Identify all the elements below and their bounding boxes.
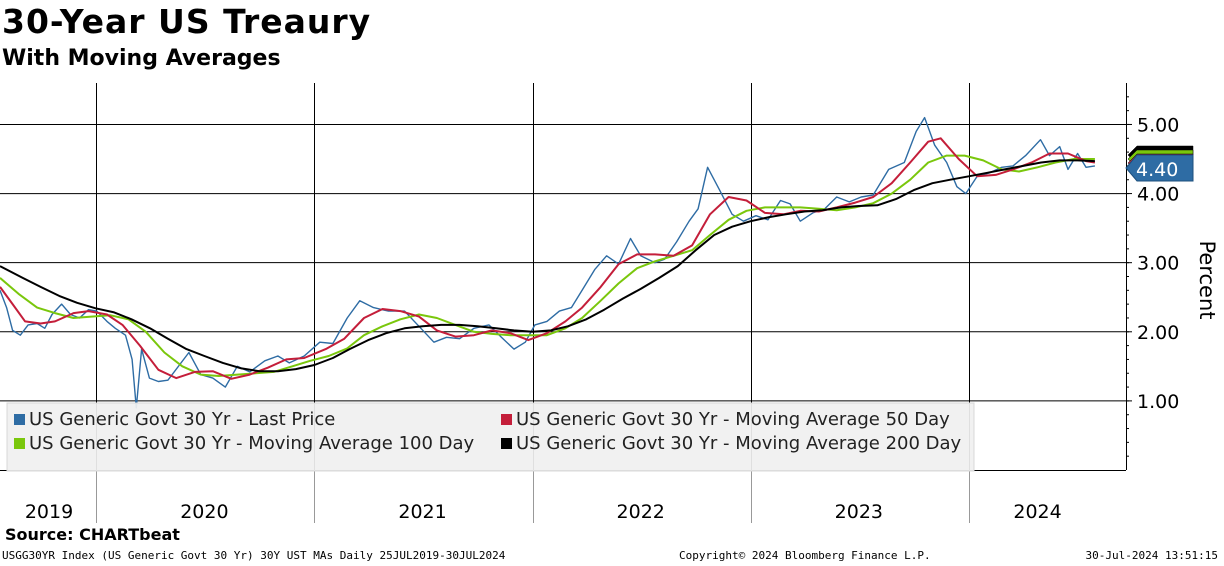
source-note: Source: CHARTbeat (5, 525, 180, 544)
y-tick-label: 3.00 (1137, 253, 1179, 275)
chart-title: 30-Year US Treaury (2, 2, 372, 41)
legend-entry: US Generic Govt 30 Yr - Moving Average 2… (516, 433, 962, 454)
footer-copyright: Copyright© 2024 Bloomberg Finance L.P. (679, 549, 931, 562)
footer-timestamp: 30-Jul-2024 13:51:15 (1085, 549, 1218, 562)
legend-entry: US Generic Govt 30 Yr - Last Price (29, 409, 335, 430)
x-year-label: 2024 (1013, 501, 1061, 523)
legend-swatch (14, 438, 25, 449)
legend-swatch (501, 414, 512, 425)
chart-subtitle: With Moving Averages (2, 46, 281, 71)
legend-box (6, 402, 975, 472)
y-tick-label: 1.00 (1137, 391, 1179, 413)
legend-entry: US Generic Govt 30 Yr - Moving Average 5… (516, 409, 950, 430)
y-axis-title: Percent (1195, 240, 1219, 319)
y-tick-label: 5.00 (1137, 114, 1179, 136)
x-year-label: 2020 (180, 501, 228, 523)
legend-swatch (501, 438, 512, 449)
footer-index-info: USGG30YR Index (US Generic Govt 30 Yr) 3… (2, 549, 506, 562)
series-ma100-line (0, 154, 1095, 377)
y-tick-label: 4.00 (1137, 184, 1179, 206)
x-year-label: 2019 (25, 501, 73, 523)
series-last-price-line (0, 116, 1096, 409)
x-year-label: 2021 (398, 501, 446, 523)
y-tick-label: 2.00 (1137, 322, 1179, 344)
last-price-badge (1125, 154, 1194, 182)
legend-swatch (14, 414, 25, 425)
last-price-label: 4.40 (1136, 159, 1178, 181)
legend-entry: US Generic Govt 30 Yr - Moving Average 1… (29, 433, 475, 454)
series-ma200-line (0, 159, 1095, 373)
series-ma50-line (0, 137, 1096, 380)
x-year-label: 2022 (617, 501, 665, 523)
x-year-label: 2023 (835, 501, 883, 523)
